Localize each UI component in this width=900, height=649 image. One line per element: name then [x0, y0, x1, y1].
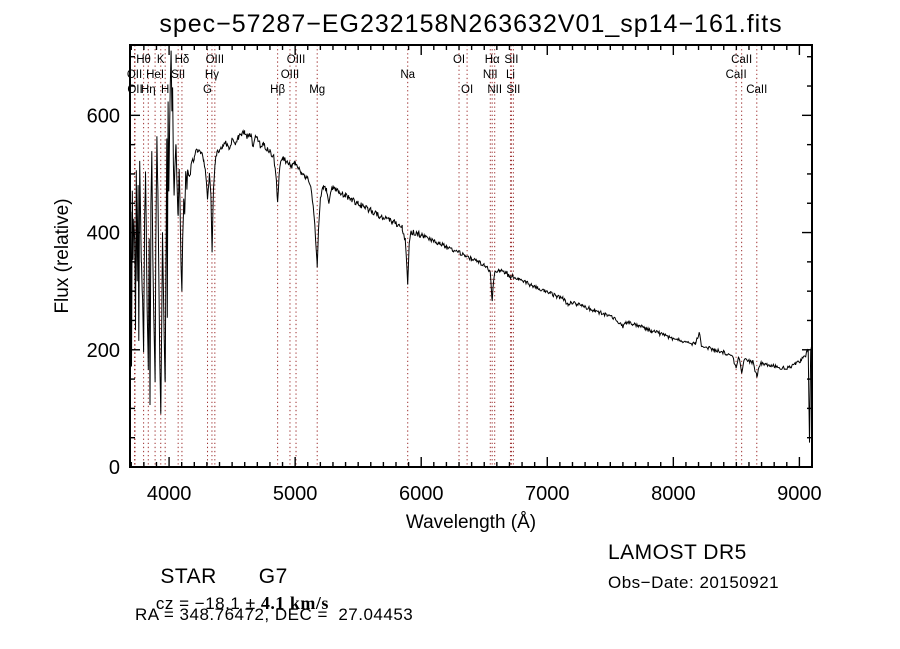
spectral-line-label: SII: [504, 54, 518, 66]
spectral-line-markers: [134, 45, 758, 467]
x-tick-label: 7000: [525, 483, 570, 505]
survey-label: LAMOST DR5: [608, 541, 747, 564]
y-tick-label: 400: [87, 223, 120, 245]
spectral-line-label: Hα: [485, 54, 500, 66]
spectral-line-label: G: [203, 84, 212, 96]
x-tick-label: 9000: [777, 483, 822, 505]
spectral-line-label: HeI: [146, 69, 164, 81]
spectral-line-label: Hγ: [205, 69, 219, 81]
spectrum-trace: [129, 50, 813, 443]
coordinates-line: RA = 348.76472, DEC = 27.04453: [135, 605, 414, 624]
x-tick-label: 6000: [399, 483, 444, 505]
spectral-line-label: OIII: [281, 69, 300, 81]
x-tick-label: 8000: [651, 483, 696, 505]
classification-line: STAR G7: [135, 541, 288, 613]
spectral-line-label: NII: [487, 84, 502, 96]
y-tick-label: 0: [109, 457, 120, 479]
x-tick-label: 5000: [273, 483, 318, 505]
spectral-line-label: Hδ: [175, 54, 190, 66]
radial-velocity-line: cz = −18.1 ± 4.1 km/s: [135, 573, 329, 634]
y-axis-label: Flux (relative): [52, 198, 73, 313]
spectral-line-label: Hθ: [136, 54, 151, 66]
spectral-line-label: Na: [400, 69, 415, 81]
x-axis-label: Wavelength (Å): [406, 512, 536, 533]
spectral-line-label: K: [157, 54, 165, 66]
obs-date-label: Obs−Date: 20150921: [608, 573, 780, 592]
spectral-line-label: CaII: [731, 54, 752, 66]
spectral-line-label: NII: [483, 69, 498, 81]
spectral-line-label: CaII: [746, 84, 767, 96]
spectral-line-label: OI: [453, 54, 465, 66]
object-type-label: STAR: [160, 565, 217, 588]
spectral-line-label: CaII: [726, 69, 747, 81]
spectral-line-labels: OIIOIIHθHηHeIKHSIIHδGHγOIIIHβOIIIOIIIMgN…: [127, 54, 767, 96]
subclass-label: G7: [258, 565, 288, 588]
spectral-line-label: OI: [461, 84, 473, 96]
spectral-line-label: Hη: [141, 84, 156, 96]
spectral-line-label: H: [161, 84, 169, 96]
axis-ticks: [130, 45, 813, 468]
spectral-line-label: SII: [171, 69, 185, 81]
cz-value: cz = −18.1: [155, 594, 246, 613]
y-tick-label: 200: [87, 340, 120, 362]
spectral-line-label: OIII: [206, 54, 225, 66]
spectral-line-label: Hβ: [270, 84, 285, 96]
x-tick-label: 4000: [147, 483, 192, 505]
plot-frame: [129, 44, 813, 468]
spectral-line-label: SII: [506, 84, 520, 96]
spectral-line-label: OIII: [287, 54, 306, 66]
plot-title: spec−57287−EG232158N263632V01_sp14−161.f…: [159, 10, 783, 38]
spectral-line-label: OII: [127, 84, 142, 96]
y-tick-label: 600: [87, 105, 120, 127]
spectral-line-label: Mg: [309, 84, 325, 96]
cz-error-value: ± 4.1 km/s: [245, 593, 329, 613]
spectral-line-label: Li: [506, 69, 515, 81]
